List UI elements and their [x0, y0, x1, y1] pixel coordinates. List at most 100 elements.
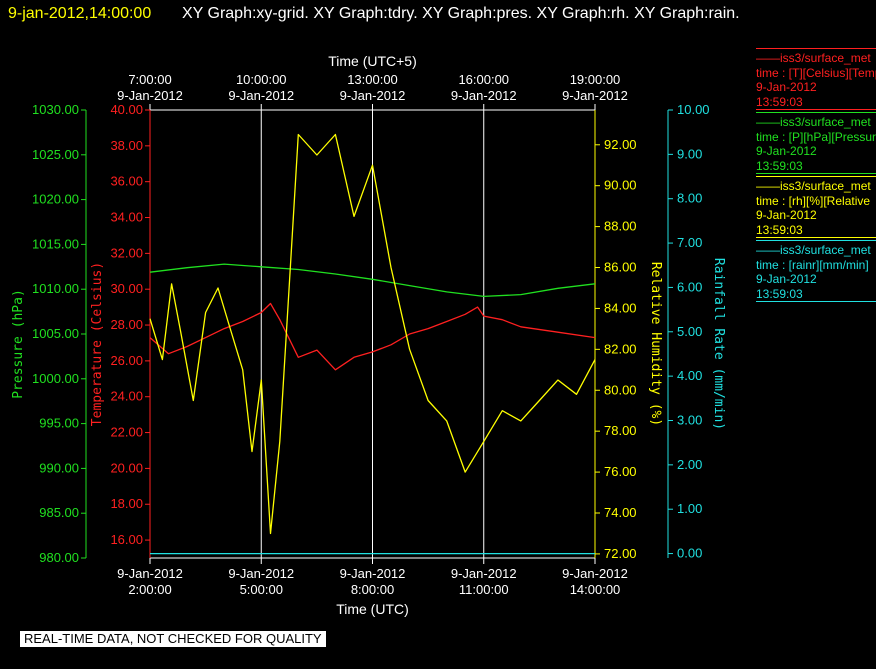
temperature-tick-label: 30.00: [110, 281, 143, 296]
quality-warning: REAL-TIME DATA, NOT CHECKED FOR QUALITY: [20, 631, 326, 647]
pressure-tick-label: 990.00: [39, 460, 79, 475]
humidity-tick-label: 90.00: [604, 178, 637, 193]
x-tick-label-bottom-time: 8:00:00: [351, 582, 394, 597]
legend-entry-line1: ——iss3/surface_met: [756, 51, 871, 65]
temperature-tick-label: 32.00: [110, 245, 143, 260]
pressure-tick-label: 1025.00: [32, 147, 79, 162]
humidity-tick-label: 86.00: [604, 260, 637, 275]
temperature-tick-label: 34.00: [110, 210, 143, 225]
temperature-series-line: [149, 302, 596, 371]
legend-entry-line2: time : [rh][%][Relative: [756, 193, 871, 208]
rain-tick-label: 8.00: [677, 191, 702, 206]
humidity-tick-label: 78.00: [604, 423, 637, 438]
x-tick-label-bottom-date: 9-Jan-2012: [451, 566, 517, 581]
humidity-series-line: [149, 133, 596, 535]
legend-entry: ——iss3/surface_met time : [T][Celsius][Te…: [756, 48, 876, 110]
temperature-tick-label: 36.00: [110, 174, 143, 189]
legend-entry: ——iss3/surface_met time : [P][hPa][Pressu…: [756, 112, 876, 174]
x-tick-label-bottom-date: 9-Jan-2012: [117, 566, 183, 581]
pressure-tick-label: 985.00: [39, 505, 79, 520]
header-datetime: 9-jan-2012,14:00:00: [8, 5, 151, 22]
rain-tick-label: 2.00: [677, 457, 702, 472]
temperature-tick-label: 26.00: [110, 353, 143, 368]
legend-entry-line2: time : [T][Celsius][Temp: [756, 65, 876, 80]
legend-entry-line3: 9-Jan-2012: [756, 144, 817, 158]
pressure-tick-label: 980.00: [39, 550, 79, 565]
pressure-tick-label: 1030.00: [32, 102, 79, 117]
pressure-axis-label: Pressure (hPa): [11, 289, 26, 399]
humidity-tick-label: 80.00: [604, 382, 637, 397]
temperature-tick-label: 18.00: [110, 496, 143, 511]
legend-entry: ——iss3/surface_met time : [rainr][mm/min]…: [756, 240, 876, 302]
x-tick-label-top-time: 10:00:00: [236, 72, 287, 87]
temperature-tick-label: 20.00: [110, 460, 143, 475]
x-tick-label-bottom-date: 9-Jan-2012: [562, 566, 628, 581]
rain-tick-label: 5.00: [677, 324, 702, 339]
x-tick-label-top-date: 9-Jan-2012: [562, 88, 628, 103]
legend-entry-line3: 9-Jan-2012: [756, 80, 817, 94]
x-tick-label-top-date: 9-Jan-2012: [228, 88, 294, 103]
legend-entry-line1: ——iss3/surface_met: [756, 243, 871, 257]
humidity-tick-label: 88.00: [604, 219, 637, 234]
pressure-tick-label: 1020.00: [32, 192, 79, 207]
rain-tick-label: 4.00: [677, 368, 702, 383]
rain-tick-label: 0.00: [677, 546, 702, 561]
legend: ——iss3/surface_met time : [T][Celsius][Te…: [756, 48, 876, 304]
temperature-tick-label: 16.00: [110, 532, 143, 547]
x-tick-label-bottom-date: 9-Jan-2012: [228, 566, 294, 581]
x-tick-label-top-date: 9-Jan-2012: [340, 88, 406, 103]
legend-entry-line2: time : [rainr][mm/min]: [756, 257, 869, 272]
pressure-tick-label: 1010.00: [32, 281, 79, 296]
pressure-tick-label: 1000.00: [32, 371, 79, 386]
pressure-tick-label: 1015.00: [32, 236, 79, 251]
pressure-tick-label: 1005.00: [32, 326, 79, 341]
legend-entry-line1: ——iss3/surface_met: [756, 179, 871, 193]
legend-entry: ——iss3/surface_met time : [rh][%][Relativ…: [756, 176, 876, 238]
humidity-tick-label: 74.00: [604, 505, 637, 520]
header-graph-list: XY Graph:xy-grid. XY Graph:tdry. XY Grap…: [182, 5, 740, 22]
humidity-axis-label: Relative Humidity (%): [648, 262, 663, 426]
legend-entry-line3: 9-Jan-2012: [756, 208, 817, 222]
rain-tick-label: 10.00: [677, 102, 710, 117]
rain-tick-label: 3.00: [677, 412, 702, 427]
legend-entry-line1: ——iss3/surface_met: [756, 115, 871, 129]
humidity-tick-label: 84.00: [604, 300, 637, 315]
x-tick-label-bottom-time: 11:00:00: [459, 582, 509, 597]
x-tick-label-bottom-time: 2:00:00: [128, 582, 171, 597]
legend-entry-line4: 13:59:03: [756, 286, 803, 301]
temperature-tick-label: 40.00: [110, 102, 143, 117]
pressure-tick-label: 995.00: [39, 416, 79, 431]
temperature-tick-label: 28.00: [110, 317, 143, 332]
legend-entry-line4: 13:59:03: [756, 94, 803, 109]
pressure-series-line: [149, 263, 596, 298]
humidity-tick-label: 76.00: [604, 464, 637, 479]
x-tick-label-top-date: 9-Jan-2012: [117, 88, 183, 103]
x-axis-label-bottom: Time (UTC): [336, 601, 409, 617]
temperature-tick-label: 22.00: [110, 425, 143, 440]
x-tick-label-top-time: 13:00:00: [347, 72, 398, 87]
legend-entry-line4: 13:59:03: [756, 158, 803, 173]
rain-tick-label: 9.00: [677, 146, 702, 161]
humidity-tick-label: 92.00: [604, 137, 637, 152]
legend-entry-line3: 9-Jan-2012: [756, 272, 817, 286]
rain-tick-label: 6.00: [677, 279, 702, 294]
x-axis-label-top: Time (UTC+5): [328, 53, 417, 69]
x-tick-label-top-time: 19:00:00: [570, 72, 621, 87]
rain-tick-label: 7.00: [677, 235, 702, 250]
humidity-tick-label: 72.00: [604, 546, 637, 561]
temperature-tick-label: 38.00: [110, 138, 143, 153]
x-tick-label-top-time: 16:00:00: [458, 72, 509, 87]
temperature-tick-label: 24.00: [110, 389, 143, 404]
x-tick-label-top-date: 9-Jan-2012: [451, 88, 517, 103]
rain-tick-label: 1.00: [677, 501, 702, 516]
x-tick-label-top-time: 7:00:00: [128, 72, 171, 87]
rain-axis-label: Rainfall Rate (mm/min): [711, 258, 726, 430]
plot-area: 9-Jan-20122:00:009-Jan-20125:00:009-Jan-…: [11, 53, 726, 617]
humidity-tick-label: 82.00: [604, 341, 637, 356]
temperature-axis-label: Temperature (Celsius): [90, 262, 105, 426]
x-tick-label-bottom-date: 9-Jan-2012: [340, 566, 406, 581]
x-tick-label-bottom-time: 14:00:00: [570, 582, 621, 597]
legend-entry-line2: time : [P][hPa][Pressure: [756, 129, 876, 144]
legend-entry-line4: 13:59:03: [756, 222, 803, 237]
